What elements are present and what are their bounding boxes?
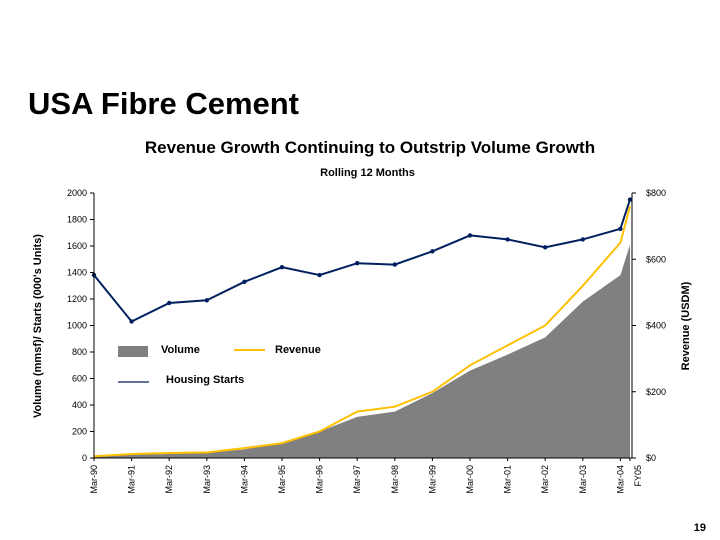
right-tick-label: $600: [646, 254, 666, 264]
x-tick-label: Mar-01: [503, 465, 513, 494]
x-tick-label: Mar-98: [390, 465, 400, 494]
right-tick-label: $400: [646, 321, 666, 331]
housing-starts-point: [467, 233, 473, 238]
housing-starts-point: [580, 237, 585, 242]
axis-layer: 0 200 400 600 800 1000 1200 1400 1600 1800 2000 $0 $…: [67, 188, 666, 494]
legend-label: Volume: [161, 344, 200, 356]
left-tick-label: 1800: [67, 215, 87, 225]
x-tick-label: Mar-97: [352, 465, 362, 494]
left-tick-label: 0: [82, 453, 87, 463]
left-tick-label: 400: [72, 400, 87, 410]
housing-starts-point: [317, 272, 322, 278]
housing-starts-point: [543, 245, 548, 250]
right-tick-label: $800: [646, 188, 666, 198]
chart-title: Revenue Growth Continuing to Outstrip Vo…: [144, 138, 596, 157]
revenue-line: [93, 206, 631, 458]
housing-starts-line: [93, 199, 631, 323]
left-tick-label: 200: [72, 427, 87, 437]
housing-starts-point: [505, 237, 510, 242]
housing-starts-point: [279, 265, 285, 270]
legend-label: Revenue: [275, 344, 321, 356]
legend-swatch: [118, 346, 148, 357]
left-tick-label: 600: [72, 374, 87, 384]
housing-starts-point: [618, 226, 623, 231]
x-tick-label: Mar-96: [315, 465, 325, 494]
right-tick-label: $0: [646, 453, 656, 463]
series-layer: [91, 197, 633, 458]
x-tick-label: Mar-02: [540, 465, 550, 494]
x-tick-label: Mar-93: [202, 465, 212, 494]
right-tick-label: $200: [646, 387, 666, 397]
chart-subtitle: Rolling 12 Months: [320, 167, 415, 179]
x-tick-label: Mar-95: [277, 465, 287, 494]
housing-starts-point: [242, 279, 247, 284]
left-tick-label: 1600: [67, 241, 87, 251]
housing-starts-point: [430, 249, 435, 254]
housing-starts-point: [204, 298, 209, 303]
left-axis-title: Volume (mmsf)/ Starts (000's Units): [32, 234, 44, 418]
housing-starts-point: [167, 300, 172, 306]
left-tick-label: 2000: [67, 188, 87, 198]
x-tick-label: Mar-91: [127, 465, 137, 494]
x-tick-label: Mar-00: [465, 465, 475, 494]
housing-starts-point: [355, 261, 360, 266]
x-tick-label: Mar-94: [239, 465, 249, 494]
left-tick-label: 800: [72, 347, 87, 357]
left-tick-label: 1000: [67, 321, 87, 331]
x-tick-label: Mar-90: [89, 465, 99, 494]
x-tick-label: Mar-92: [164, 465, 174, 494]
x-tick-label: Mar-99: [427, 465, 437, 494]
right-axis-title: Revenue (USDM): [680, 281, 692, 370]
volume-area: [94, 244, 630, 458]
left-tick-label: 1400: [67, 268, 87, 278]
x-tick-label: Mar-04: [615, 465, 625, 494]
housing-starts-point: [627, 197, 633, 202]
left-tick-label: 1200: [67, 294, 87, 304]
legend: Volume Revenue Housing Starts: [118, 344, 321, 386]
slide-title: USA Fibre Cement: [28, 86, 300, 121]
x-tick-label: FY05: [633, 465, 643, 487]
x-tick-label: Mar-03: [578, 465, 588, 494]
page-number: 19: [693, 522, 706, 534]
legend-label: Housing Starts: [166, 374, 244, 386]
housing-starts-point: [392, 262, 397, 267]
housing-starts-point: [129, 319, 134, 324]
